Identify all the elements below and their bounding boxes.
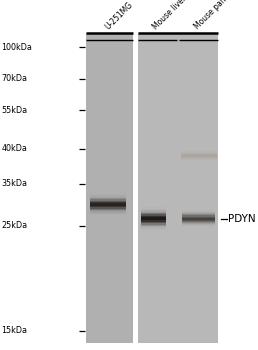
Bar: [182, 218, 215, 219]
Bar: [138, 33, 218, 343]
Bar: [141, 207, 166, 209]
Bar: [182, 224, 215, 225]
Bar: [90, 199, 126, 201]
Bar: [182, 210, 215, 211]
Text: 100kDa: 100kDa: [1, 43, 32, 52]
Text: 55kDa: 55kDa: [1, 106, 27, 115]
Bar: [141, 220, 166, 222]
Bar: [182, 221, 215, 222]
Text: U-251MG: U-251MG: [103, 0, 134, 32]
Bar: [181, 158, 217, 159]
Bar: [90, 210, 126, 211]
Bar: [182, 212, 215, 213]
Bar: [90, 198, 126, 200]
Bar: [182, 211, 215, 212]
Bar: [90, 214, 126, 215]
Text: 70kDa: 70kDa: [1, 74, 27, 83]
Bar: [141, 210, 166, 211]
Bar: [90, 203, 126, 205]
Bar: [90, 209, 126, 210]
Bar: [181, 159, 217, 160]
Bar: [181, 154, 217, 155]
Bar: [182, 219, 215, 220]
Bar: [182, 225, 215, 226]
Bar: [141, 226, 166, 228]
Bar: [90, 213, 126, 214]
Bar: [141, 228, 166, 229]
Bar: [182, 220, 215, 221]
Bar: [90, 195, 126, 197]
Text: 35kDa: 35kDa: [1, 179, 27, 188]
Bar: [182, 223, 215, 224]
Bar: [141, 213, 166, 215]
Bar: [141, 229, 166, 230]
Bar: [182, 217, 215, 218]
Bar: [141, 215, 166, 216]
Text: 15kDa: 15kDa: [1, 326, 27, 335]
Bar: [182, 213, 215, 215]
Bar: [182, 215, 215, 216]
Bar: [90, 205, 126, 206]
Bar: [141, 211, 166, 213]
Text: 25kDa: 25kDa: [1, 221, 27, 230]
Bar: [181, 157, 217, 158]
Bar: [90, 202, 126, 203]
Bar: [181, 160, 217, 161]
Bar: [141, 222, 166, 223]
Bar: [90, 206, 126, 208]
Bar: [141, 225, 166, 226]
Bar: [182, 226, 215, 228]
Text: Mouse pancreas: Mouse pancreas: [192, 0, 243, 32]
Bar: [90, 201, 126, 202]
Text: PDYN: PDYN: [228, 214, 256, 224]
Bar: [86, 33, 133, 343]
Bar: [141, 219, 166, 220]
Bar: [141, 216, 166, 217]
Bar: [141, 223, 166, 225]
Bar: [90, 208, 126, 209]
Bar: [141, 209, 166, 210]
Text: Mouse liver: Mouse liver: [151, 0, 189, 32]
Bar: [181, 155, 217, 156]
Bar: [90, 211, 126, 213]
Bar: [181, 151, 217, 152]
Bar: [181, 153, 217, 154]
Text: 40kDa: 40kDa: [1, 144, 27, 153]
Bar: [182, 216, 215, 217]
Bar: [141, 217, 166, 219]
Bar: [182, 222, 215, 223]
Bar: [181, 152, 217, 153]
Bar: [181, 156, 217, 157]
Bar: [90, 194, 126, 195]
Bar: [90, 197, 126, 198]
